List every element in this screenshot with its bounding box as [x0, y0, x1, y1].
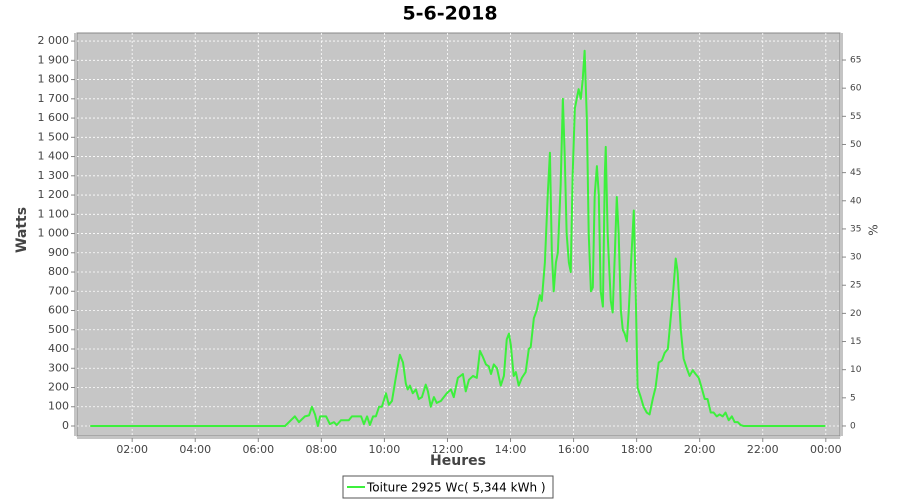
y-tick-label: 100 [48, 400, 69, 413]
y-tick-label: 1 900 [38, 53, 70, 66]
y2-tick-label: 10 [850, 365, 862, 375]
y2-tick-label: 65 [850, 56, 861, 66]
x-tick-label: 04:00 [179, 443, 211, 456]
y-tick-label: 0 [62, 419, 69, 432]
y2-tick-label: 40 [850, 196, 862, 206]
x-tick-label: 16:00 [558, 443, 590, 456]
chart-title: 5-6-2018 [402, 3, 497, 25]
x-tick-label: 22:00 [747, 443, 779, 456]
x-tick-label: 18:00 [621, 443, 653, 456]
y-tick-label: 400 [48, 342, 69, 355]
x-tick-label: 14:00 [495, 443, 527, 456]
y-tick-label: 2 000 [38, 34, 70, 47]
x-tick-label: 08:00 [305, 443, 337, 456]
y-axis-label: Watts [14, 207, 30, 253]
x-tick-label: 06:00 [242, 443, 274, 456]
y-tick-label: 1 300 [38, 169, 70, 182]
x-tick-label: 20:00 [684, 443, 716, 456]
y-tick-label: 1 600 [38, 111, 70, 124]
y-tick-label: 1 200 [38, 188, 70, 201]
y-tick-label: 600 [48, 304, 69, 317]
y-tick-label: 800 [48, 265, 69, 278]
series-line [90, 49, 826, 427]
y-tick-label: 500 [48, 323, 69, 336]
y2-tick-label: 20 [850, 309, 862, 319]
plot-background [76, 32, 841, 437]
y-tick-label: 1 800 [38, 73, 70, 86]
y2-tick-label: 35 [850, 224, 861, 234]
x-tick-label: 02:00 [116, 443, 148, 456]
y-tick-label: 1 700 [38, 92, 70, 105]
y2-tick-label: 45 [850, 168, 861, 178]
y-tick-label: 300 [48, 361, 69, 374]
x-tick-label: 10:00 [369, 443, 401, 456]
y-tick-label: 1 000 [38, 227, 70, 240]
y2-tick-label: 30 [850, 253, 862, 263]
y2-tick-label: 50 [850, 140, 862, 150]
y2-axis-label: % [867, 224, 881, 235]
y2-tick-label: 15 [850, 337, 861, 347]
legend-box [342, 475, 554, 499]
x-tick-label: 12:00 [432, 443, 464, 456]
legend-label: Toiture 2925 Wc( 5,344 kWh ) [366, 481, 546, 495]
y2-tick-label: 60 [850, 84, 862, 94]
y-tick-label: 1 100 [38, 207, 70, 220]
x-axis-label: Heures [430, 453, 486, 469]
y-tick-label: 700 [48, 284, 69, 297]
x-tick-label: 00:00 [810, 443, 842, 456]
y2-tick-label: 5 [850, 393, 856, 403]
y-tick-label: 1 400 [38, 150, 70, 163]
y-tick-label: 900 [48, 246, 69, 259]
y2-tick-label: 0 [850, 421, 856, 431]
y2-tick-label: 55 [850, 112, 861, 122]
y-tick-label: 1 500 [38, 130, 70, 143]
y2-tick-label: 25 [850, 281, 861, 291]
y-tick-label: 200 [48, 381, 69, 394]
